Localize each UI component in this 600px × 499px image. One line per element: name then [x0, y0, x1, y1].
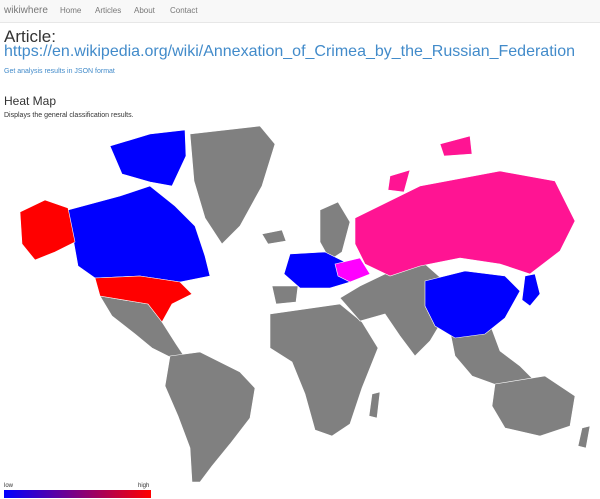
- json-results-link[interactable]: Get analysis results in JSON format: [4, 68, 115, 75]
- region-china: [424, 270, 521, 339]
- legend-high-label: high: [138, 483, 150, 489]
- brand-logo[interactable]: wikiwhere: [4, 5, 48, 16]
- region-japan: [521, 273, 541, 307]
- region-madagascar: [368, 391, 381, 419]
- article-heading: Article:: [4, 27, 56, 46]
- region-middle-east-asia: [339, 263, 451, 357]
- region-scandinavia: [319, 201, 351, 261]
- nav-contact[interactable]: Contact: [170, 6, 198, 15]
- region-new-zealand: [577, 425, 591, 449]
- region-iceland: [261, 229, 287, 245]
- world-heat-map: [19, 126, 591, 482]
- region-canada-arctic: [109, 129, 187, 187]
- region-africa: [269, 303, 379, 437]
- heatmap-title: Heat Map: [4, 94, 57, 108]
- region-ukraine: [334, 257, 371, 283]
- region-russia-arctic: [387, 169, 411, 193]
- legend-gradient-bar: [4, 490, 151, 498]
- nav-home[interactable]: Home: [60, 6, 82, 15]
- legend-low-label: low: [4, 483, 14, 489]
- region-canada: [67, 185, 211, 283]
- region-novaya-zemlya: [439, 135, 473, 157]
- navbar: wikiwhere Home Articles About Contact: [0, 0, 600, 23]
- region-usa: [94, 275, 193, 323]
- region-russia: [354, 170, 576, 277]
- heatmap-description: Displays the general classification resu…: [4, 112, 134, 119]
- region-iberia: [271, 285, 299, 305]
- region-south-america: [164, 351, 256, 482]
- region-australia: [491, 375, 576, 437]
- region-europe: [283, 251, 351, 289]
- nav-articles[interactable]: Articles: [95, 6, 122, 15]
- region-greenland: [189, 126, 276, 245]
- article-url-link[interactable]: https://en.wikipedia.org/wiki/Annexation…: [4, 43, 575, 60]
- region-alaska: [19, 199, 76, 261]
- nav-about[interactable]: About: [134, 6, 155, 15]
